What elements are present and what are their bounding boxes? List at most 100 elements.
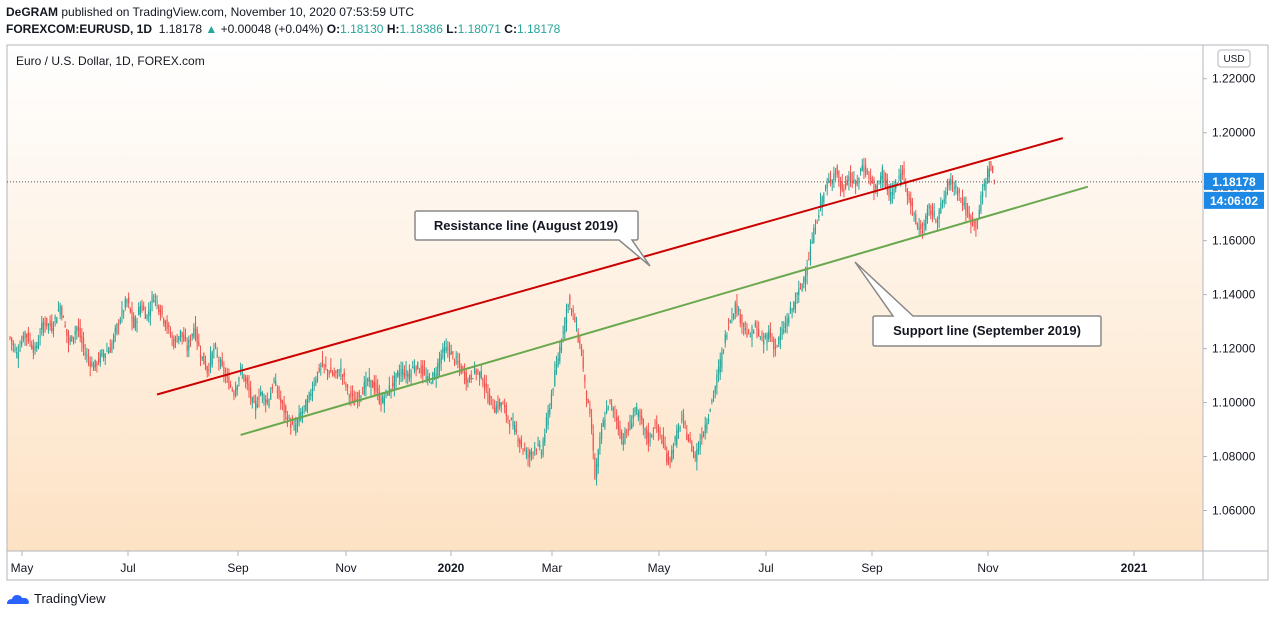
candle-body	[495, 405, 497, 412]
candle-body	[818, 215, 820, 218]
candle-body	[11, 337, 13, 343]
candle-body	[472, 378, 474, 380]
candle-body	[614, 412, 616, 414]
candle-body	[856, 181, 858, 184]
candle-body	[727, 326, 730, 328]
candle-body	[575, 324, 578, 327]
candle-body	[849, 172, 852, 181]
candle-body	[423, 369, 426, 374]
candle-body	[756, 325, 758, 337]
candle-body	[746, 332, 748, 337]
candle-body	[168, 325, 170, 327]
candle-body	[532, 452, 534, 454]
trendlines[interactable]	[156, 137, 1089, 436]
candle-body	[895, 185, 897, 189]
candle-body	[875, 185, 877, 189]
candle-body	[97, 357, 100, 362]
candle-body	[318, 367, 320, 372]
time-axis[interactable]: May Jul Sep Nov 2020 Mar May Jul Sep Nov 2021	[11, 551, 1148, 575]
candle-body	[863, 166, 865, 172]
resistance-line[interactable]	[156, 137, 1064, 396]
candle-body	[186, 345, 188, 351]
open-value: 1.18130	[340, 22, 384, 36]
candle-body	[395, 373, 397, 382]
candle-body	[32, 345, 34, 354]
candle-body	[141, 305, 143, 311]
support-line[interactable]	[240, 185, 1089, 436]
candle-body	[791, 308, 793, 312]
candle-body	[328, 371, 330, 375]
candle-body	[906, 188, 909, 196]
candle-body	[512, 421, 514, 426]
currency-badge[interactable]	[1217, 49, 1251, 68]
candle-body	[697, 447, 700, 451]
candle-body	[270, 392, 272, 400]
candle-body	[921, 230, 924, 234]
y-tick-label: 1.08000	[1212, 450, 1256, 464]
candle-body	[734, 302, 736, 314]
price-axis[interactable]: 1.06000 1.08000 1.10000 1.12000 1.14000 1.160…	[1203, 72, 1256, 518]
candle-body	[689, 438, 691, 442]
candle-body	[286, 416, 289, 424]
plot-area[interactable]	[7, 45, 1203, 551]
high-value: 1.18386	[399, 22, 443, 36]
candle-body	[27, 331, 29, 342]
candle-body	[12, 342, 14, 345]
candle-body	[982, 191, 984, 197]
candle-body	[372, 380, 374, 388]
candle-body	[985, 182, 987, 191]
candle-body	[263, 395, 265, 400]
candle-body	[351, 392, 354, 397]
candle-body	[26, 334, 28, 338]
candle-body	[480, 370, 482, 378]
candle-body	[87, 357, 90, 360]
candle-body	[463, 371, 466, 381]
resistance-callout-box	[414, 210, 651, 267]
candle-body	[632, 414, 634, 419]
candle-body	[410, 370, 412, 379]
candle-body	[153, 299, 155, 303]
candle-body	[76, 326, 78, 332]
footer-brand[interactable]: TradingView	[6, 591, 106, 606]
candle-body	[387, 393, 389, 396]
candle-body	[193, 328, 195, 337]
candle-body	[866, 170, 868, 172]
candle-body	[694, 454, 696, 458]
y-tick-label: 1.20000	[1212, 126, 1256, 140]
chart-title: Euro / U.S. Dollar, 1D, FOREX.com	[16, 54, 205, 68]
candle-body	[360, 396, 362, 398]
candle-body	[903, 168, 905, 175]
candle-body	[233, 392, 235, 396]
candle-body	[258, 396, 260, 400]
candle-body	[706, 422, 708, 430]
candle-body	[714, 386, 716, 393]
candle-body	[803, 277, 805, 284]
candle-body	[600, 429, 603, 439]
candle-body	[260, 392, 262, 396]
candle-body	[17, 353, 19, 359]
candle-body	[936, 220, 939, 223]
candle-body	[905, 181, 907, 187]
candle-body	[709, 409, 711, 412]
candle-body	[920, 224, 922, 229]
support-label: Support line (September 2019)	[893, 323, 1081, 338]
candle-body	[602, 419, 604, 428]
candle-body	[611, 405, 613, 407]
candle-body	[580, 346, 583, 357]
candle-body	[666, 453, 668, 462]
candle-body	[266, 399, 268, 402]
candle-body	[520, 439, 522, 447]
candle-body	[455, 356, 457, 358]
published-text: published on TradingView.com, November 1…	[61, 5, 415, 19]
publisher-name: DeGRAM	[6, 5, 59, 19]
candle-body	[549, 408, 551, 415]
candle-body	[181, 331, 183, 338]
candle-body	[345, 383, 347, 387]
candle-body	[335, 370, 337, 373]
candle-body	[751, 327, 753, 341]
resistance-callout[interactable]: Resistance line (August 2019)	[414, 210, 651, 267]
candle-body	[320, 365, 322, 367]
candle-body	[241, 372, 243, 375]
support-callout[interactable]: Support line (September 2019)	[854, 261, 1102, 347]
